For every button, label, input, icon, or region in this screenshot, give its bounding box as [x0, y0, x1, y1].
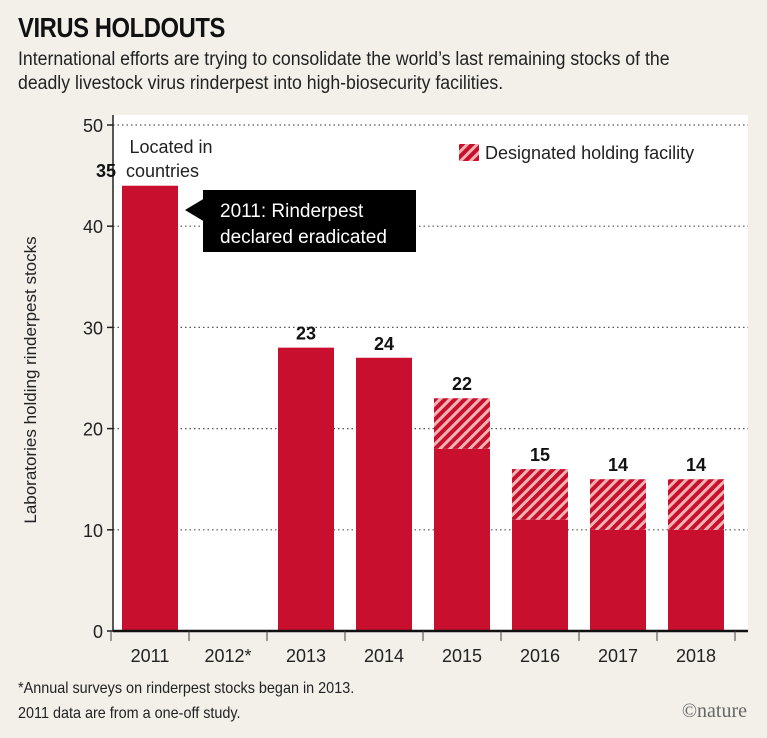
annotation-country-count-2011: 35: [96, 161, 116, 181]
callout-box: [203, 190, 416, 252]
bar-2011-other: [122, 185, 178, 631]
data-label-countries: 15: [530, 445, 550, 465]
nature-logo: ©nature: [681, 700, 747, 722]
x-tick-label: 2011: [131, 646, 170, 666]
x-tick-label: 2015: [442, 646, 482, 666]
data-label-countries: 24: [374, 334, 394, 354]
data-label-countries: 14: [686, 455, 706, 475]
data-label-countries: 23: [296, 324, 316, 344]
x-tick-label: 2014: [364, 646, 404, 666]
callout-line-2: declared eradicated: [220, 227, 387, 248]
bar-2014-other: [356, 357, 412, 631]
x-tick-label: 2016: [520, 646, 560, 666]
y-tick-label: 40: [83, 217, 103, 237]
data-label-countries: 14: [608, 455, 628, 475]
annotation-countries: countries: [126, 161, 199, 181]
x-tick-label: 2018: [676, 646, 716, 666]
bar-2015-other: [434, 448, 490, 631]
annotation-located-in: Located in: [129, 137, 212, 157]
bar-2016-other: [512, 519, 568, 631]
legend-label-designated: Designated holding facility: [485, 143, 694, 163]
y-tick-label: 10: [83, 521, 103, 541]
chart-subtitle: International efforts are trying to cons…: [18, 49, 670, 94]
bar-2018-other: [668, 529, 724, 631]
y-axis-label: Laboratories holding rinderpest stocks: [21, 236, 40, 523]
footnote-1: *Annual surveys on rinderpest stocks beg…: [18, 680, 355, 697]
y-tick-label: 50: [83, 116, 103, 136]
bar-2015-designated: [434, 398, 490, 449]
bar-2017-other: [590, 529, 646, 631]
legend-swatch-designated: [459, 144, 479, 161]
bar-2013-other: [278, 347, 334, 631]
y-tick-label: 0: [93, 622, 103, 642]
chart-title: VIRUS HOLDOUTS: [18, 12, 225, 43]
footnote-2: 2011 data are from a one-off study.: [18, 705, 241, 722]
bar-2017-designated: [590, 479, 646, 530]
x-tick-label: 2013: [286, 646, 326, 666]
x-tick-label: 2012*: [204, 646, 251, 666]
y-tick-label: 20: [83, 420, 103, 440]
bar-2018-designated: [668, 479, 724, 530]
x-tick-label: 2017: [598, 646, 638, 666]
bar-2016-designated: [512, 469, 568, 520]
callout-line-1: 2011: Rinderpest: [220, 201, 364, 222]
callout-pointer: [185, 198, 205, 222]
y-tick-label: 30: [83, 318, 103, 338]
data-label-countries: 22: [452, 374, 472, 394]
